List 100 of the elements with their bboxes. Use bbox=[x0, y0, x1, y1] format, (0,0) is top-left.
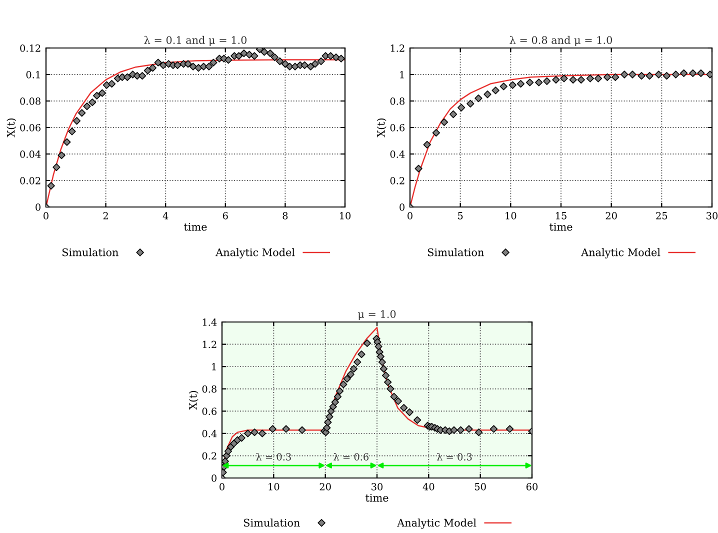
point bbox=[138, 72, 146, 80]
point bbox=[414, 164, 422, 172]
point bbox=[500, 82, 508, 90]
point bbox=[83, 102, 91, 110]
x-tick-label: 0 bbox=[408, 212, 412, 220]
point bbox=[300, 61, 308, 70]
point bbox=[317, 57, 325, 66]
x-axis-title: time bbox=[366, 494, 388, 502]
point bbox=[174, 61, 182, 70]
point bbox=[638, 72, 646, 80]
band-label: λ = 0.6 bbox=[334, 452, 369, 461]
chart-title: λ = 0.1 and μ = 1.0 bbox=[144, 36, 247, 46]
x-tick-label: 10 bbox=[340, 212, 351, 220]
y-tick-label: 0.2 bbox=[390, 176, 404, 184]
y-tick-label: 0.1 bbox=[26, 70, 40, 78]
point bbox=[612, 73, 620, 81]
point bbox=[646, 72, 654, 80]
x-tick-label: 30 bbox=[706, 212, 718, 220]
point bbox=[432, 128, 440, 137]
chart-title: λ = 0.8 and μ = 1.0 bbox=[510, 36, 612, 46]
y-axis-title: X(t) bbox=[376, 118, 386, 138]
x-tick-label: 6 bbox=[222, 212, 228, 220]
point bbox=[603, 73, 612, 81]
point bbox=[440, 118, 448, 126]
point bbox=[484, 90, 492, 98]
point bbox=[154, 58, 162, 66]
point bbox=[586, 74, 594, 82]
point bbox=[102, 81, 111, 89]
y-tick-label: 0.2 bbox=[202, 452, 216, 460]
x-axis-title: time bbox=[550, 222, 572, 231]
y-tick-label: 0.12 bbox=[20, 44, 40, 52]
point bbox=[276, 57, 284, 66]
x-tick-label: 50 bbox=[474, 483, 486, 490]
y-tick-label: 1.4 bbox=[202, 318, 217, 326]
y-tick-label: 0.6 bbox=[390, 124, 405, 132]
point bbox=[224, 56, 232, 64]
point bbox=[88, 98, 96, 106]
y-tick-label: 0.06 bbox=[20, 124, 41, 132]
y-tick-label: 0 bbox=[212, 474, 216, 482]
y-tick-label: 1 bbox=[400, 70, 404, 78]
point bbox=[449, 110, 458, 118]
y-tick-label: 1.2 bbox=[390, 44, 404, 52]
legend-label: Simulation bbox=[244, 518, 300, 527]
point bbox=[108, 80, 116, 88]
x-axis-title: time bbox=[184, 222, 207, 231]
point bbox=[620, 70, 628, 78]
point bbox=[63, 138, 71, 146]
point bbox=[266, 49, 274, 58]
legend-label: Analytic Model bbox=[397, 518, 476, 529]
point bbox=[697, 69, 705, 77]
x-tick-label: 60 bbox=[526, 483, 538, 490]
x-tick-label: 15 bbox=[556, 212, 566, 220]
y-tick-label: 0.04 bbox=[20, 150, 41, 158]
point bbox=[72, 117, 81, 125]
point bbox=[474, 94, 482, 102]
point bbox=[326, 52, 334, 60]
band-label: λ = 0.3 bbox=[436, 452, 472, 461]
y-tick-label: 1.2 bbox=[202, 340, 216, 348]
point bbox=[516, 80, 525, 88]
point bbox=[466, 100, 474, 108]
point bbox=[458, 104, 466, 112]
x-tick-label: 0 bbox=[44, 212, 48, 220]
point bbox=[260, 48, 268, 56]
point bbox=[235, 52, 243, 60]
legend-label: Analytic Model bbox=[581, 248, 660, 258]
x-tick-label: 10 bbox=[506, 212, 516, 220]
point bbox=[569, 76, 577, 84]
point bbox=[662, 72, 671, 80]
point bbox=[184, 60, 192, 68]
point bbox=[52, 163, 60, 172]
point bbox=[270, 53, 279, 62]
point bbox=[210, 58, 218, 66]
point bbox=[240, 49, 248, 58]
point bbox=[680, 69, 688, 77]
point bbox=[148, 64, 157, 72]
point bbox=[124, 73, 132, 81]
point bbox=[144, 66, 152, 74]
x-tick-label: 10 bbox=[268, 483, 280, 490]
x-tick-label: 40 bbox=[422, 483, 434, 490]
point bbox=[492, 86, 500, 94]
point bbox=[689, 69, 697, 77]
point bbox=[577, 76, 585, 84]
point bbox=[189, 62, 197, 70]
x-tick-label: 30 bbox=[372, 483, 383, 490]
y-tick-label: 0 bbox=[400, 203, 404, 211]
point bbox=[58, 152, 66, 160]
point bbox=[205, 62, 213, 70]
y-tick-label: 0.4 bbox=[390, 150, 405, 158]
y-tick-label: 0.08 bbox=[20, 97, 40, 105]
y-tick-label: 0.02 bbox=[20, 176, 40, 184]
legend-label: Simulation bbox=[62, 248, 118, 256]
point bbox=[281, 60, 290, 68]
y-tick-label: 0.4 bbox=[202, 430, 217, 438]
y-tick-label: 0 bbox=[36, 203, 40, 211]
point bbox=[250, 52, 258, 60]
point bbox=[628, 70, 636, 78]
point bbox=[535, 78, 543, 86]
point bbox=[332, 53, 340, 62]
point bbox=[594, 74, 602, 82]
point bbox=[47, 182, 55, 190]
